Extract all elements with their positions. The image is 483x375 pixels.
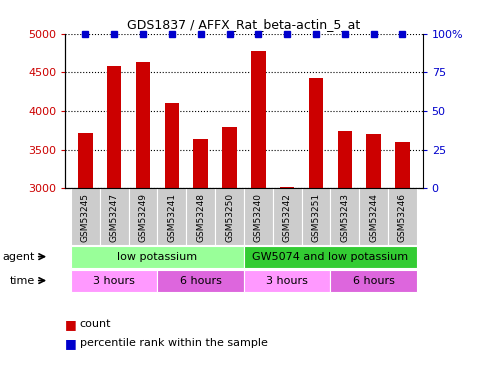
- FancyBboxPatch shape: [359, 189, 388, 245]
- FancyBboxPatch shape: [71, 189, 100, 245]
- Text: GSM53251: GSM53251: [312, 193, 321, 242]
- Bar: [251, 51, 266, 189]
- FancyBboxPatch shape: [244, 246, 417, 268]
- Bar: [78, 133, 93, 189]
- FancyBboxPatch shape: [71, 246, 244, 268]
- FancyBboxPatch shape: [186, 189, 215, 245]
- Text: GSM53247: GSM53247: [110, 193, 119, 242]
- Bar: [222, 127, 237, 189]
- Text: GSM53240: GSM53240: [254, 193, 263, 242]
- FancyBboxPatch shape: [71, 270, 157, 291]
- Bar: [367, 134, 381, 189]
- Text: GSM53245: GSM53245: [81, 193, 90, 242]
- Text: count: count: [80, 320, 111, 329]
- Bar: [136, 62, 150, 189]
- Text: ■: ■: [65, 337, 77, 350]
- Bar: [395, 142, 410, 189]
- Bar: [165, 104, 179, 189]
- FancyBboxPatch shape: [388, 189, 417, 245]
- Text: GSM53250: GSM53250: [225, 193, 234, 242]
- FancyBboxPatch shape: [128, 189, 157, 245]
- Text: GSM53241: GSM53241: [167, 193, 176, 242]
- FancyBboxPatch shape: [244, 189, 273, 245]
- Bar: [338, 131, 352, 189]
- Text: time: time: [10, 276, 35, 285]
- Bar: [194, 139, 208, 189]
- Text: agent: agent: [2, 252, 35, 262]
- Text: percentile rank within the sample: percentile rank within the sample: [80, 338, 268, 348]
- Text: GSM53246: GSM53246: [398, 193, 407, 242]
- Text: 3 hours: 3 hours: [266, 276, 308, 285]
- Text: 6 hours: 6 hours: [180, 276, 222, 285]
- Bar: [107, 66, 121, 189]
- FancyBboxPatch shape: [157, 270, 244, 291]
- FancyBboxPatch shape: [301, 189, 330, 245]
- FancyBboxPatch shape: [100, 189, 128, 245]
- Text: GW5074 and low potassium: GW5074 and low potassium: [252, 252, 409, 262]
- FancyBboxPatch shape: [244, 270, 330, 291]
- Bar: [309, 78, 323, 189]
- Title: GDS1837 / AFFX_Rat_beta-actin_5_at: GDS1837 / AFFX_Rat_beta-actin_5_at: [128, 18, 360, 31]
- FancyBboxPatch shape: [273, 189, 301, 245]
- Text: GSM53248: GSM53248: [196, 193, 205, 242]
- Text: 6 hours: 6 hours: [353, 276, 395, 285]
- Text: GSM53244: GSM53244: [369, 193, 378, 242]
- Text: 3 hours: 3 hours: [93, 276, 135, 285]
- FancyBboxPatch shape: [215, 189, 244, 245]
- Text: low potassium: low potassium: [117, 252, 198, 262]
- Text: GSM53242: GSM53242: [283, 193, 292, 242]
- Text: GSM53249: GSM53249: [139, 193, 147, 242]
- Bar: [280, 187, 294, 189]
- FancyBboxPatch shape: [157, 189, 186, 245]
- FancyBboxPatch shape: [330, 189, 359, 245]
- Text: ■: ■: [65, 318, 77, 331]
- Text: GSM53243: GSM53243: [341, 193, 349, 242]
- FancyBboxPatch shape: [330, 270, 417, 291]
